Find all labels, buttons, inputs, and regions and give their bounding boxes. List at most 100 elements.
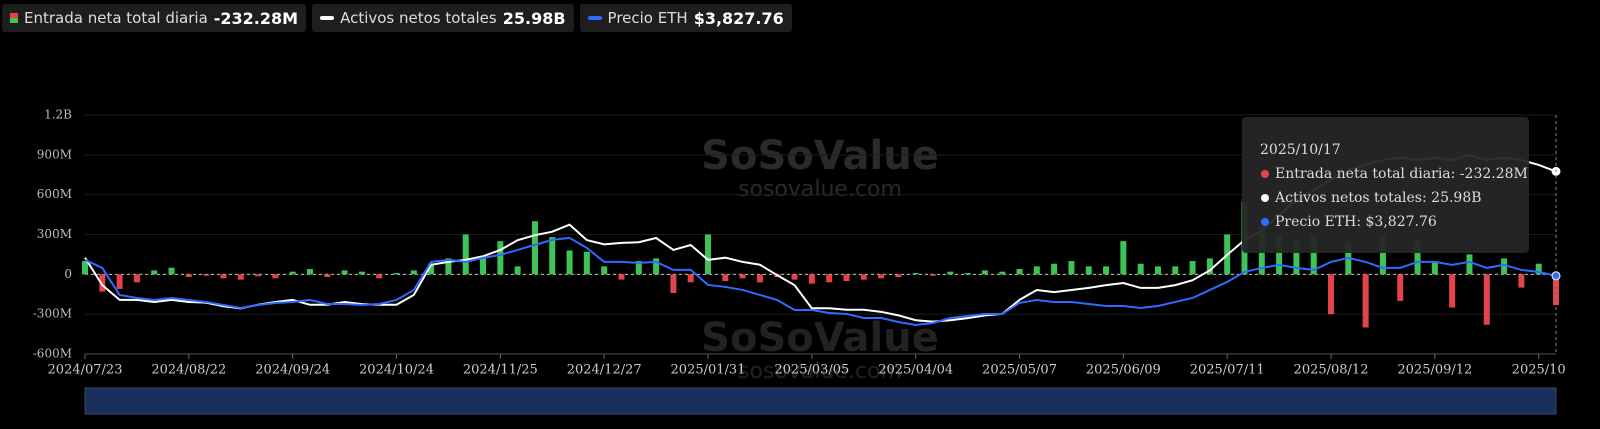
bar bbox=[341, 270, 348, 275]
watermark-site: sosovalue.com bbox=[738, 177, 902, 202]
bar bbox=[237, 274, 244, 280]
bar bbox=[964, 273, 971, 275]
y-tick-label: -300M bbox=[33, 307, 72, 321]
bar bbox=[168, 267, 175, 275]
tooltip-line: Activos netos totales: 25.98B bbox=[1274, 190, 1482, 206]
bar bbox=[1466, 254, 1473, 275]
bar bbox=[462, 234, 469, 275]
watermark-site: sosovalue.com bbox=[738, 359, 902, 384]
bar bbox=[220, 274, 227, 279]
bar bbox=[947, 271, 954, 275]
bar bbox=[999, 271, 1006, 275]
x-tick-label: 2025/08/12 bbox=[1294, 363, 1369, 378]
bar bbox=[185, 274, 192, 277]
bar bbox=[116, 274, 123, 289]
bar bbox=[1103, 266, 1110, 275]
tooltip-dot bbox=[1261, 170, 1269, 178]
bar bbox=[878, 274, 885, 279]
bar bbox=[981, 270, 988, 275]
x-tick-label: 2025/07/11 bbox=[1190, 363, 1265, 378]
bar bbox=[99, 274, 106, 292]
y-tick-label: 0 bbox=[64, 267, 72, 281]
bar bbox=[531, 221, 538, 275]
bar bbox=[289, 271, 296, 275]
legend-item: Activos netos totales 25.98B bbox=[312, 4, 574, 32]
legend-name: Activos netos totales bbox=[340, 9, 497, 27]
bar bbox=[756, 274, 763, 283]
bar bbox=[583, 251, 590, 275]
x-tick-label: 2024/08/22 bbox=[151, 363, 226, 378]
x-tick-label: 2025/01/31 bbox=[671, 363, 746, 378]
bar bbox=[1137, 263, 1144, 275]
x-tick-label: 2025/05/07 bbox=[982, 363, 1057, 378]
bar bbox=[1206, 258, 1213, 275]
y-tick-label: 900M bbox=[37, 147, 72, 161]
bar bbox=[1449, 274, 1456, 308]
legend: Entrada neta total diaria -232.28M Activos… bbox=[2, 4, 792, 32]
bar bbox=[1033, 266, 1040, 275]
tooltip-dot bbox=[1261, 218, 1269, 226]
legend-item: Entrada neta total diaria -232.28M bbox=[2, 4, 307, 32]
bar bbox=[618, 274, 625, 280]
legend-value: -232.28M bbox=[213, 8, 299, 28]
bar bbox=[410, 270, 417, 275]
legend-name: Entrada neta total diaria bbox=[24, 9, 208, 27]
tooltip-date: 2025/10/17 bbox=[1260, 142, 1341, 158]
x-tick-label: 2025/03/05 bbox=[774, 363, 849, 378]
bar bbox=[1328, 274, 1335, 315]
bar bbox=[808, 274, 815, 284]
bar bbox=[566, 250, 573, 275]
bar bbox=[82, 261, 88, 275]
tooltip-line: Entrada neta total diaria: -232.28M bbox=[1275, 166, 1528, 182]
bar bbox=[376, 274, 383, 279]
bar bbox=[1068, 261, 1075, 275]
bar bbox=[324, 274, 331, 277]
tooltip-box bbox=[1242, 117, 1529, 253]
bar bbox=[912, 273, 919, 275]
bar bbox=[653, 258, 660, 275]
bar bbox=[1379, 234, 1386, 275]
bar bbox=[514, 266, 521, 275]
line bbox=[84, 236, 1557, 326]
x-tick-label: 2024/11/25 bbox=[463, 363, 538, 378]
bar bbox=[272, 274, 279, 279]
legend-swatch bbox=[10, 13, 18, 23]
bar bbox=[133, 274, 140, 283]
bar bbox=[306, 269, 313, 275]
legend-name: Precio ETH bbox=[607, 9, 688, 27]
legend-swatch bbox=[587, 16, 602, 20]
bar bbox=[1535, 263, 1542, 275]
bar bbox=[428, 263, 435, 275]
watermark: SoSoValue bbox=[701, 133, 939, 179]
bar bbox=[445, 258, 452, 275]
bar bbox=[1518, 274, 1525, 288]
bar bbox=[255, 274, 262, 277]
x-tick-label: 2024/10/24 bbox=[359, 363, 434, 378]
bar bbox=[601, 266, 608, 275]
x-tick-label: 2025/10 bbox=[1512, 363, 1566, 378]
bar bbox=[480, 257, 487, 275]
bar bbox=[670, 274, 677, 293]
bar bbox=[635, 261, 642, 275]
legend-value: 25.98B bbox=[502, 8, 566, 28]
bar bbox=[687, 274, 694, 283]
bar bbox=[1154, 266, 1161, 275]
x-tick-label: 2025/04/04 bbox=[878, 363, 953, 378]
x-tick-label: 2024/07/23 bbox=[48, 363, 123, 378]
bar bbox=[826, 274, 833, 283]
bar bbox=[860, 274, 867, 280]
navigator[interactable] bbox=[84, 387, 1557, 415]
legend-item: Precio ETH $3,827.76 bbox=[579, 4, 792, 32]
x-tick-label: 2025/06/09 bbox=[1086, 363, 1161, 378]
bar bbox=[1397, 274, 1404, 301]
bar bbox=[203, 274, 210, 276]
x-tick-label: 2025/09/12 bbox=[1397, 363, 1472, 378]
legend-swatch bbox=[320, 16, 335, 20]
bar bbox=[1483, 274, 1490, 325]
bar bbox=[1016, 269, 1023, 275]
bar bbox=[1431, 261, 1438, 275]
x-tick-label: 2024/12/27 bbox=[567, 363, 642, 378]
bar bbox=[1310, 234, 1317, 275]
